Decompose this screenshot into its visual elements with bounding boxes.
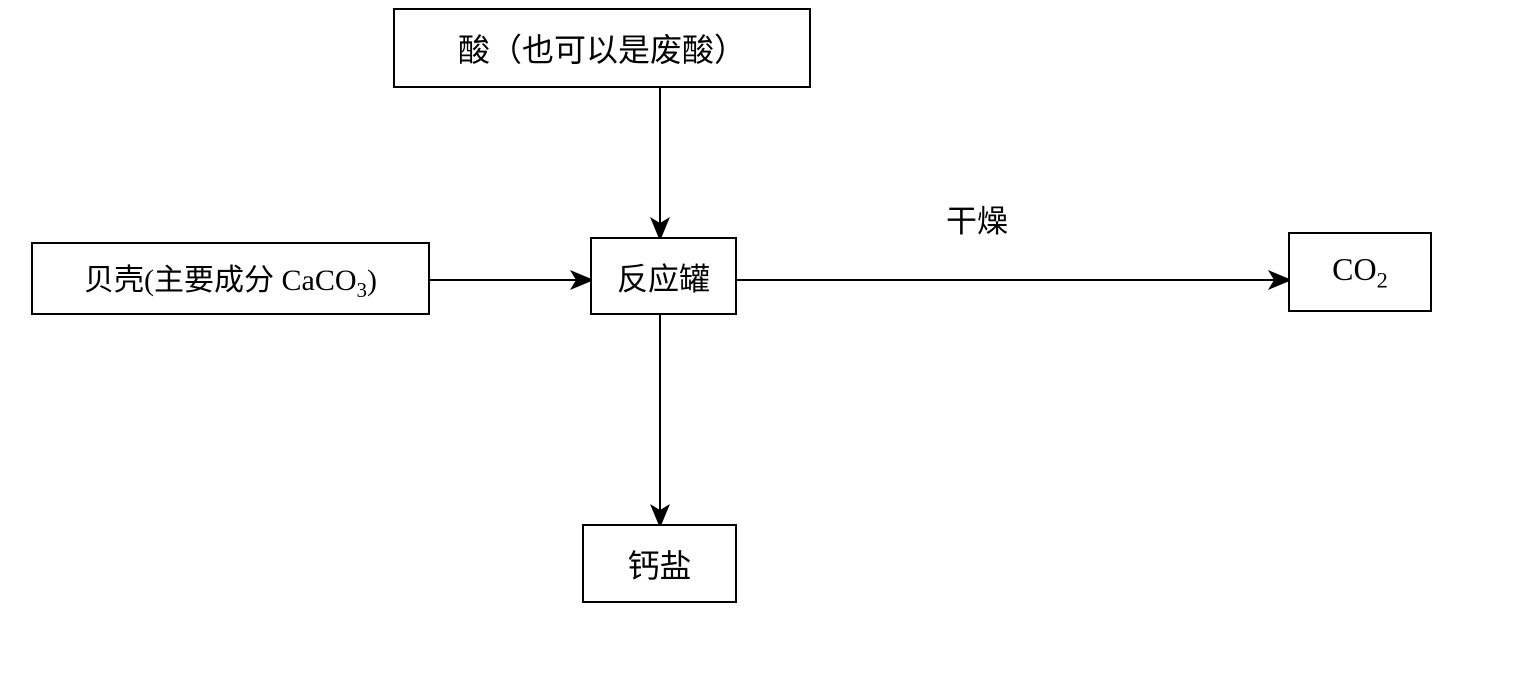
edge-label-dry-text: 干燥 bbox=[946, 204, 1008, 239]
node-co2-label: CO2 bbox=[1332, 251, 1388, 293]
node-acid-label: 酸（也可以是废酸） bbox=[458, 25, 746, 71]
node-reactor: 反应罐 bbox=[590, 237, 737, 315]
node-salt-label: 钙盐 bbox=[627, 541, 691, 587]
node-reactor-label: 反应罐 bbox=[617, 254, 710, 299]
node-salt: 钙盐 bbox=[582, 524, 737, 603]
flowchart-arrows bbox=[0, 0, 1533, 676]
node-co2: CO2 bbox=[1288, 232, 1432, 312]
node-shell-label: 贝壳(主要成分 CaCO3) bbox=[84, 255, 377, 303]
edge-label-dry: 干燥 bbox=[946, 196, 1008, 241]
node-acid: 酸（也可以是废酸） bbox=[393, 8, 811, 88]
node-shell: 贝壳(主要成分 CaCO3) bbox=[31, 242, 430, 315]
